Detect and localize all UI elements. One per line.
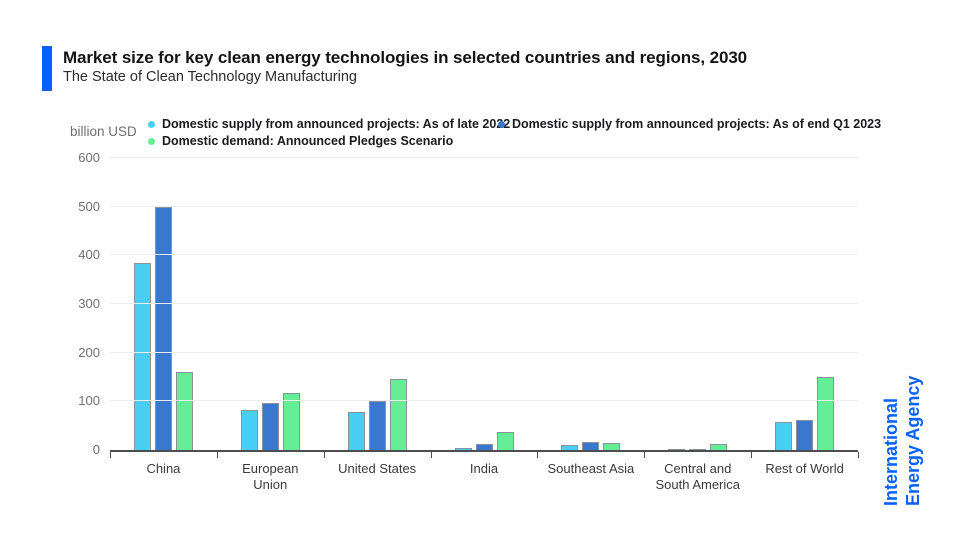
x-axis-tick — [537, 452, 539, 458]
bar — [475, 444, 493, 450]
bar-group — [644, 158, 751, 450]
bar-group — [217, 158, 324, 450]
legend-item-supply-late-2022: Domestic supply from announced projects:… — [148, 117, 510, 131]
legend-label: Domestic supply from announced projects:… — [512, 117, 882, 131]
bar — [603, 442, 621, 450]
x-axis-label: China — [146, 461, 181, 476]
gridline — [110, 351, 858, 353]
gridline — [110, 157, 858, 158]
legend-item-supply-q1-2023: Domestic supply from announced projects:… — [498, 117, 881, 131]
legend-label: Domestic demand: Announced Pledges Scena… — [162, 134, 454, 148]
iea-logo: International Energy Agency — [880, 366, 924, 506]
bar — [282, 392, 300, 450]
bar — [368, 401, 386, 450]
bar — [817, 377, 835, 450]
x-axis-tick — [430, 452, 432, 458]
bar — [133, 262, 151, 450]
bar — [454, 447, 472, 450]
legend-label: Domestic supply from announced projects:… — [162, 117, 511, 131]
gridline — [110, 400, 858, 402]
legend-item-demand-aps: Domestic demand: Announced Pledges Scena… — [148, 134, 498, 148]
legend-dot — [148, 120, 155, 128]
x-axis-tick — [216, 452, 218, 458]
y-axis-tick-label: 600 — [78, 150, 100, 165]
bar — [347, 412, 365, 450]
bar — [175, 372, 193, 450]
iea-logo-line1: International — [881, 397, 901, 506]
bar — [561, 445, 579, 450]
bar — [796, 419, 814, 450]
bar — [261, 403, 279, 450]
bar-group — [431, 158, 538, 450]
gridline — [110, 205, 858, 207]
bar — [240, 410, 258, 450]
legend: Domestic supply from announced projects:… — [148, 117, 881, 148]
x-axis-label: United States — [338, 461, 417, 476]
bar-groups — [110, 158, 858, 450]
x-axis-label: Rest of World — [765, 461, 844, 476]
y-axis-tick-label: 200 — [78, 344, 100, 360]
chart-subtitle: The State of Clean Technology Manufactur… — [63, 69, 357, 85]
y-axis-tick-label: 100 — [78, 393, 100, 409]
bar — [689, 448, 707, 450]
bar-group — [751, 158, 858, 450]
bar — [389, 378, 407, 450]
gridline — [110, 303, 858, 304]
x-axis-label: Central and South America — [655, 461, 740, 492]
bar-group — [537, 158, 644, 450]
x-axis-tick — [110, 452, 111, 458]
x-axis-tick — [323, 452, 325, 458]
bar — [496, 432, 514, 450]
x-axis-tick — [751, 452, 753, 458]
legend-dot — [498, 120, 505, 128]
x-axis-labels: China European Union United States India Sou… — [110, 461, 858, 493]
bar — [775, 422, 793, 450]
accent-bar — [42, 46, 52, 91]
bar — [668, 448, 686, 450]
x-axis-label: India — [469, 461, 499, 476]
iea-logo-line2: Energy Agency — [903, 375, 923, 506]
x-axis-tick — [644, 452, 646, 458]
y-axis-tick-label: 0 — [92, 442, 100, 457]
y-axis-unit-label: billion USD — [70, 124, 137, 139]
y-axis-tick-label: 400 — [78, 247, 100, 263]
bar-group — [324, 158, 431, 450]
legend-dot — [148, 137, 155, 145]
bar — [710, 443, 728, 450]
bar — [154, 206, 172, 450]
chart-title: Market size for key clean energy technol… — [63, 48, 748, 67]
gridline — [110, 254, 858, 256]
bar — [582, 442, 600, 450]
y-axis-tick-label: 500 — [78, 198, 100, 214]
y-axis-tick-label: 300 — [78, 296, 100, 311]
x-axis-label: European Union — [242, 461, 299, 492]
x-axis-tick — [858, 452, 859, 458]
plot-area — [110, 157, 858, 452]
x-axis-label: Southeast Asia — [547, 461, 635, 476]
bar-group — [110, 158, 217, 450]
